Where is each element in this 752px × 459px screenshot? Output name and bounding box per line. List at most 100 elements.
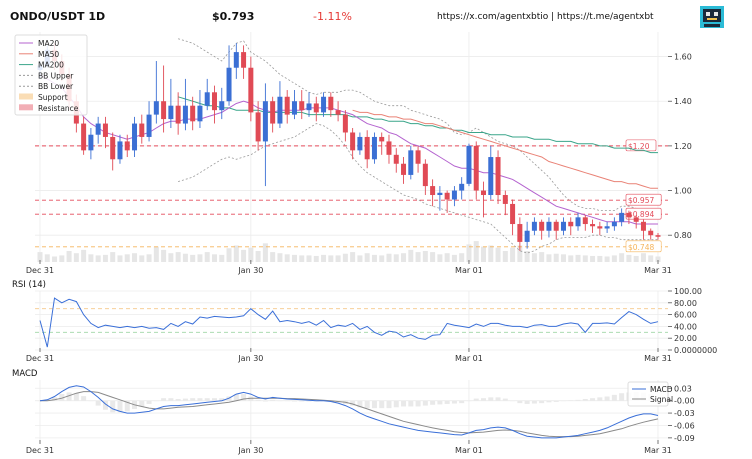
volume-bar <box>619 253 625 262</box>
candle-body <box>182 105 188 124</box>
volume-bar <box>102 254 108 262</box>
y-tick-label: 80.00 <box>674 299 697 308</box>
resistance-label: $0.957 <box>628 196 654 205</box>
volume-bar <box>313 255 319 262</box>
candle-body <box>124 141 130 151</box>
candle-body <box>364 136 370 160</box>
volume-bar <box>342 253 348 262</box>
candle-body <box>233 52 239 68</box>
candle-body <box>604 226 610 229</box>
price-change: -1.11% <box>313 10 352 23</box>
candle-body <box>342 114 348 133</box>
legend-label: BB Lower <box>38 82 74 91</box>
volume-bar <box>284 254 290 262</box>
candle-body <box>102 123 108 137</box>
legend-label: MA20 <box>38 39 59 48</box>
macd-histogram-bar <box>553 400 559 402</box>
y-tick-label: 0.80 <box>674 231 692 240</box>
macd-histogram-bar <box>531 400 537 404</box>
macd-title: MACD <box>12 369 38 379</box>
candle-body <box>401 163 407 175</box>
macd-histogram-bar <box>437 400 443 405</box>
bot-logo-icon <box>700 6 724 28</box>
macd-histogram-bar <box>357 400 363 408</box>
volume-bar <box>291 254 297 262</box>
volume-bar <box>546 254 552 262</box>
volume-bar <box>52 256 58 262</box>
bb-lower-line <box>177 123 658 254</box>
candle-body <box>270 101 276 124</box>
candle-body <box>255 112 261 142</box>
x-tick-label: Dec 31 <box>26 266 54 275</box>
volume-bar <box>473 241 479 262</box>
macd-histogram-bar <box>161 398 167 401</box>
volume-bar <box>466 244 472 262</box>
macd-histogram-bar <box>197 398 203 401</box>
x-tick-label: Mar 01 <box>455 266 483 275</box>
candle-body <box>510 203 516 225</box>
candle-body <box>473 145 479 191</box>
candle-body <box>415 150 421 164</box>
candle-body <box>219 101 225 111</box>
volume-bar <box>626 254 632 262</box>
social-links[interactable]: https://x.com/agentxbtio | https://t.me/… <box>437 12 654 22</box>
y-tick-label: -0.03 <box>674 409 695 418</box>
candle-body <box>488 157 494 196</box>
rsi-line <box>39 297 659 348</box>
macd-histogram-bar <box>371 400 377 409</box>
candle-body <box>95 123 101 135</box>
candle-body <box>88 134 94 151</box>
volume-bar <box>401 253 407 262</box>
volume-bar <box>37 252 43 262</box>
macd-histogram-bar <box>582 399 588 401</box>
macd-histogram-bar <box>182 398 188 401</box>
support-label: $0.748 <box>628 243 654 252</box>
candle-body <box>481 190 487 196</box>
volume-bar <box>73 253 79 262</box>
macd-histogram-bar <box>59 394 65 401</box>
y-tick-label: 1.00 <box>674 187 692 196</box>
volume-bar <box>575 254 581 262</box>
volume-bar <box>110 252 116 262</box>
macd-histogram-bar <box>502 398 508 401</box>
candle-body <box>313 103 319 113</box>
candle-body <box>262 101 268 142</box>
macd-histogram-bar <box>153 400 159 402</box>
volume-bar <box>524 251 530 262</box>
volume-bar <box>393 254 399 262</box>
volume-bar <box>88 254 94 262</box>
volume-bar <box>459 253 465 262</box>
macd-histogram-bar <box>451 400 457 404</box>
legend-label: MA50 <box>38 50 59 59</box>
volume-bar <box>604 256 610 262</box>
candle-body <box>524 230 530 242</box>
x-tick-label: Dec 31 <box>26 354 54 363</box>
candle-body <box>626 212 632 218</box>
resistance-label: $1.20 <box>628 142 650 151</box>
macd-histogram-bar <box>219 398 225 401</box>
rsi-title: RSI (14) <box>12 280 46 290</box>
macd-histogram-bar <box>88 400 94 402</box>
volume-bar <box>648 255 654 262</box>
macd-histogram-bar <box>364 400 370 409</box>
volume-bar <box>640 253 646 262</box>
price-panel: $1.20 $0.957 $0.894 $0.748 1.60 1.40 1.20 1.00 0… <box>14 32 692 275</box>
volume-bar <box>182 253 188 262</box>
x-tick-label: Mar 01 <box>455 446 483 455</box>
y-tick-label: 40.00 <box>674 322 697 331</box>
y-tick-label: 1.60 <box>674 53 692 62</box>
volume-bar <box>531 253 537 262</box>
resistance-label-box <box>625 193 662 206</box>
candle-body <box>241 52 247 68</box>
volume-bar <box>379 255 385 262</box>
candle-body <box>459 183 465 191</box>
candle-body <box>640 221 646 231</box>
candle-body <box>132 123 138 151</box>
candle-body <box>575 217 581 227</box>
legend-label: BB Upper <box>38 71 74 80</box>
macd-histogram-bar <box>415 400 421 407</box>
volume-bar <box>197 254 203 262</box>
volume-bar <box>161 249 167 262</box>
